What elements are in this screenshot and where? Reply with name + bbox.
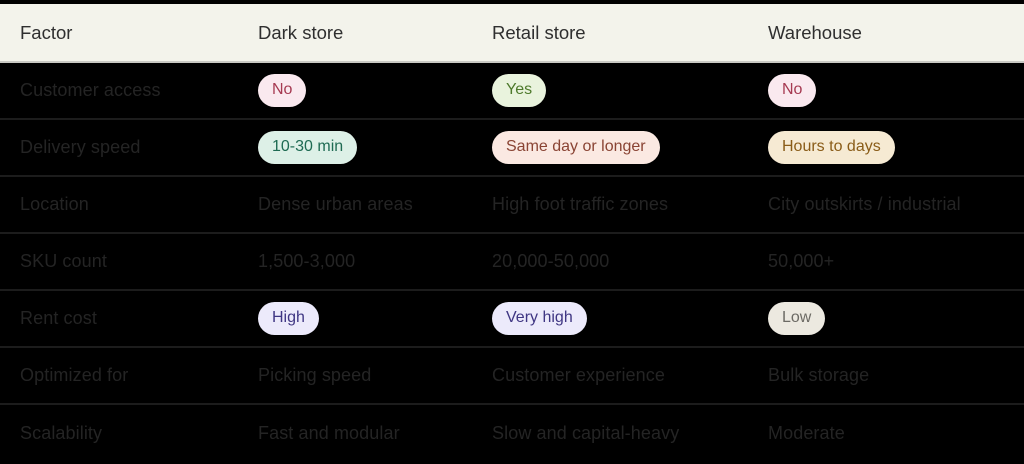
table-body: Customer access No Yes No Delivery speed 10-3… [0,62,1024,461]
cell-value: Picking speed [258,365,372,385]
table-row: Customer access No Yes No [0,62,1024,120]
table-cell-factor: Location [0,176,238,234]
table-cell-retail: High foot traffic zones [472,176,748,234]
column-header-retail-store[interactable]: Retail store [472,4,748,63]
table-row: SKU count 1,500-3,000 20,000-50,000 50,000+ [0,233,1024,291]
status-badge: No [258,74,307,107]
cell-value: Customer experience [492,365,665,385]
cell-value: 1,500-3,000 [258,251,356,271]
table-row: Scalability Fast and modular Slow and capi… [0,404,1024,461]
comparison-table: Factor Dark store Retail store Warehouse… [0,4,1024,461]
table-cell-factor: SKU count [0,233,238,291]
cell-value: Bulk storage [768,365,870,385]
table-header: Factor Dark store Retail store Warehouse [0,4,1024,63]
cell-value: High foot traffic zones [492,194,669,214]
table-cell-factor: Rent cost [0,290,238,348]
status-badge: Low [768,302,826,335]
row-label: SKU count [20,251,107,271]
table-row: Rent cost High Very high Low [0,290,1024,348]
status-badge: Very high [492,302,587,335]
table-cell-warehouse: Low [748,290,1024,348]
table-row: Optimized for Picking speed Customer exper… [0,347,1024,405]
cell-value: Moderate [768,422,845,443]
column-header-warehouse[interactable]: Warehouse [748,4,1024,63]
cell-value: City outskirts / industrial [768,194,961,214]
top-strip [0,0,1024,4]
status-badge: Same day or longer [492,131,660,164]
table-cell-retail: Yes [472,62,748,120]
status-badge: Hours to days [768,131,895,164]
table-cell-warehouse: 50,000+ [748,233,1024,291]
cell-value: 20,000-50,000 [492,251,610,271]
table-cell-warehouse: City outskirts / industrial [748,176,1024,234]
table-cell-retail: Same day or longer [472,119,748,177]
table-cell-retail: Customer experience [472,347,748,405]
table-cell-dark: 1,500-3,000 [238,233,472,291]
table-cell-warehouse: Bulk storage [748,347,1024,405]
row-label: Location [20,194,89,214]
row-label: Delivery speed [20,137,141,157]
column-header-factor[interactable]: Factor [0,4,238,63]
cell-value: Slow and capital-heavy [492,422,680,443]
table-cell-factor: Optimized for [0,347,238,405]
row-label: Optimized for [20,365,129,385]
table-cell-retail: Very high [472,290,748,348]
cell-value: 50,000+ [768,251,835,271]
table-cell-warehouse: No [748,62,1024,120]
table-cell-dark: High [238,290,472,348]
row-label: Rent cost [20,308,97,328]
table-cell-dark: Picking speed [238,347,472,405]
table-cell-retail: Slow and capital-heavy [472,404,748,461]
header-row: Factor Dark store Retail store Warehouse [0,4,1024,63]
row-label: Scalability [20,422,103,443]
table-cell-dark: Dense urban areas [238,176,472,234]
table-cell-factor: Customer access [0,62,238,120]
table-cell-dark: 10-30 min [238,119,472,177]
table-row: Location Dense urban areas High foot traff… [0,176,1024,234]
table-row: Delivery speed 10-30 min Same day or longe… [0,119,1024,177]
table-cell-warehouse: Moderate [748,404,1024,461]
table-cell-warehouse: Hours to days [748,119,1024,177]
table-cell-dark: No [238,62,472,120]
cell-value: Fast and modular [258,422,400,443]
status-badge: Yes [492,74,547,107]
table-cell-factor: Delivery speed [0,119,238,177]
table-cell-dark: Fast and modular [238,404,472,461]
row-label: Customer access [20,80,161,100]
column-header-dark-store[interactable]: Dark store [238,4,472,63]
status-badge: 10-30 min [258,131,358,164]
table-cell-factor: Scalability [0,404,238,461]
status-badge: No [768,74,817,107]
cell-value: Dense urban areas [258,194,413,214]
status-badge: High [258,302,319,335]
table-cell-retail: 20,000-50,000 [472,233,748,291]
